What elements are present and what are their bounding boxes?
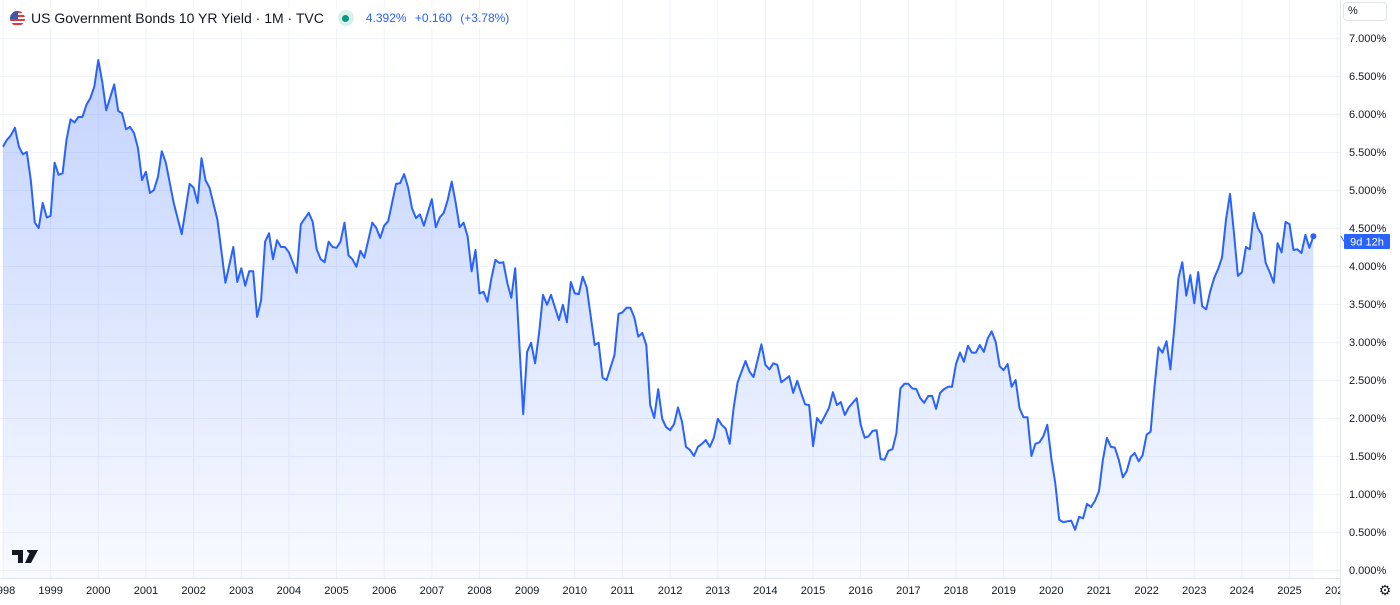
x-tick-label: 2019 xyxy=(991,585,1015,597)
y-tick-label: 0.000% xyxy=(1349,565,1387,577)
x-tick-label: 2017 xyxy=(896,585,920,597)
y-tick-label: 6.500% xyxy=(1349,71,1387,83)
x-tick-label: 2012 xyxy=(658,585,682,597)
x-tick-label: 2023 xyxy=(1182,585,1206,597)
y-tick-label: 4.500% xyxy=(1349,223,1387,235)
x-tick-label: 2005 xyxy=(324,585,348,597)
countdown-connector xyxy=(1340,235,1345,242)
y-tick-label: 5.000% xyxy=(1349,185,1387,197)
y-tick-label: 5.500% xyxy=(1349,147,1387,159)
y-tick-label: 3.000% xyxy=(1349,337,1387,349)
x-tick-label: 2013 xyxy=(706,585,730,597)
change-value: +0.160 xyxy=(414,11,452,25)
y-tick-label: 6.000% xyxy=(1349,109,1387,121)
x-tick-label: 2018 xyxy=(944,585,968,597)
x-tick-label: 2026 xyxy=(1325,585,1349,597)
last-value: 4.392% xyxy=(365,11,407,25)
x-tick-label: 2020 xyxy=(1039,585,1063,597)
x-tick-label: 2014 xyxy=(753,585,777,597)
y-tick-label: 2.000% xyxy=(1349,413,1387,425)
x-tick-label: 2007 xyxy=(420,585,444,597)
change-percent: (+3.78%) xyxy=(460,11,510,25)
x-tick-label: 2001 xyxy=(134,585,158,597)
x-tick-label: 2008 xyxy=(467,585,491,597)
y-tick-label: 0.500% xyxy=(1349,527,1387,539)
x-tick-label: 2000 xyxy=(86,585,110,597)
market-status-icon[interactable] xyxy=(337,10,354,26)
y-tick-label: 1.000% xyxy=(1349,489,1387,501)
x-tick-label: 2015 xyxy=(801,585,825,597)
us-flag-icon xyxy=(10,10,25,26)
settings-gear-icon[interactable]: ⚙ xyxy=(1378,582,1392,598)
x-tick-label: 2016 xyxy=(848,585,872,597)
price-unit-button[interactable]: % xyxy=(1343,2,1387,21)
last-price-dot xyxy=(1310,233,1317,240)
y-tick-label: 4.000% xyxy=(1349,261,1387,273)
x-tick-label: 1998 xyxy=(0,585,15,597)
x-tick-label: 2022 xyxy=(1134,585,1158,597)
x-tick-label: 2009 xyxy=(515,585,539,597)
time-axis[interactable]: 1998 1999 2000 2001 2002 2003 2004 2005 2006 2007… xyxy=(0,585,1349,597)
x-tick-label: 1999 xyxy=(38,585,62,597)
x-tick-label: 2021 xyxy=(1087,585,1111,597)
yield-line xyxy=(2,59,1315,531)
x-tick-label: 2025 xyxy=(1277,585,1301,597)
y-tick-label: 3.500% xyxy=(1349,299,1387,311)
countdown-label: 9d 12h xyxy=(1340,234,1390,249)
y-tick-label: 1.500% xyxy=(1349,451,1387,463)
price-axis[interactable]: 0.000% 0.500% 1.000% 1.500% 2.000% 2.500% 3.00… xyxy=(1349,33,1387,577)
y-tick-label: 2.500% xyxy=(1349,375,1387,387)
tradingview-logo[interactable] xyxy=(12,550,42,564)
symbol-legend[interactable]: US Government Bonds 10 YR Yield · 1M · T… xyxy=(10,8,515,28)
yield-area-fill xyxy=(3,60,1314,578)
x-tick-label: 2024 xyxy=(1230,585,1254,597)
countdown-text: 9d 12h xyxy=(1350,237,1384,249)
x-tick-label: 2011 xyxy=(611,585,635,597)
symbol-title: US Government Bonds 10 YR Yield · 1M · T… xyxy=(31,10,324,26)
x-tick-label: 2002 xyxy=(181,585,205,597)
x-tick-label: 2006 xyxy=(372,585,396,597)
y-tick-label: 7.000% xyxy=(1349,33,1387,45)
x-tick-label: 2004 xyxy=(277,585,301,597)
x-tick-label: 2010 xyxy=(563,585,587,597)
x-tick-label: 2003 xyxy=(229,585,253,597)
